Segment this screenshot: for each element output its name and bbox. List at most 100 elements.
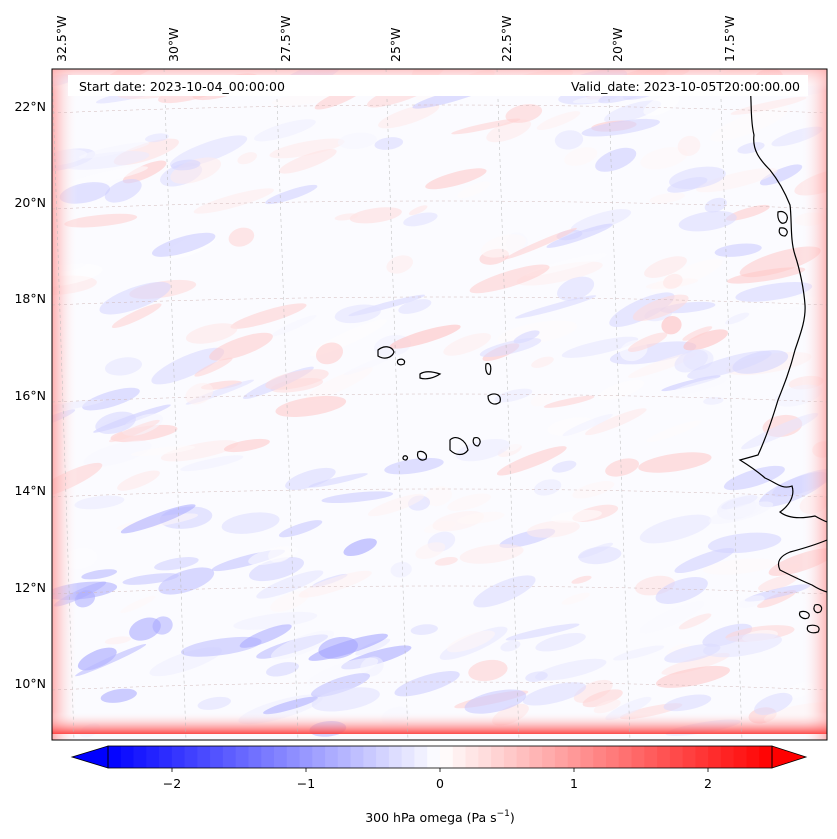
omega-patch: [525, 671, 548, 682]
colorbar-step: [759, 746, 773, 768]
omega-patch: [457, 511, 505, 525]
omega-patch: [415, 542, 446, 559]
omega-patch: [216, 291, 268, 310]
omega-patch: [551, 509, 602, 523]
omega-patch: [99, 281, 171, 315]
omega-patch: [122, 160, 167, 184]
colorbar-step: [210, 746, 224, 768]
omega-patch: [516, 261, 603, 286]
omega-patch: [661, 375, 721, 392]
colorbar-step: [478, 746, 492, 768]
colorbar-step: [631, 746, 645, 768]
omega-patch: [425, 168, 487, 190]
omega-patch: [193, 188, 274, 214]
africa-coastline: [738, 87, 827, 523]
omega-patch: [63, 150, 150, 170]
cbar-tick-label: −2: [163, 776, 181, 791]
omega-patch: [644, 256, 687, 278]
omega-patch: [655, 577, 708, 604]
omega-patch: [674, 547, 735, 574]
bottom-boundary-band: [52, 712, 827, 734]
omega-patch: [585, 408, 647, 436]
omega-patch: [398, 299, 432, 314]
omega-patch: [78, 142, 150, 159]
lat-label-12n: 12°N: [14, 580, 46, 595]
colorbar-extend-low: [70, 745, 109, 769]
omega-patch: [710, 106, 789, 142]
omega-patch: [632, 294, 689, 322]
colorbar-step: [120, 746, 135, 768]
omega-patch: [703, 558, 776, 575]
omega-patch: [334, 304, 381, 324]
colorbar-extend-high: [771, 745, 808, 769]
omega-patch: [270, 630, 335, 660]
omega-patch: [318, 636, 358, 659]
colorbar-step: [682, 746, 696, 768]
omega-patch: [154, 557, 199, 571]
omega-patch: [581, 118, 660, 137]
omega-patch: [459, 544, 524, 564]
island-maio: [472, 437, 481, 447]
omega-patch: [271, 315, 317, 337]
omega-patch: [307, 657, 379, 687]
omega-patch: [562, 413, 613, 437]
colorbar-step: [542, 746, 556, 768]
omega-patch: [228, 227, 255, 247]
omega-patch: [424, 486, 453, 507]
omega-patch: [526, 520, 580, 538]
omega-patch: [170, 159, 201, 171]
omega-patch: [663, 273, 683, 289]
island-sao-nicolau: [419, 371, 442, 380]
omega-patch: [384, 457, 444, 475]
lat-label-14n: 14°N: [14, 483, 46, 498]
colorbar: −2 −1 0 1 2 300 hPa omega (Pa s−1): [70, 745, 808, 825]
colorbar-step: [593, 746, 607, 768]
omega-patch: [687, 350, 772, 379]
island-santo-antao: [377, 346, 395, 359]
omega-patch: [75, 643, 147, 677]
colorbar-step: [567, 746, 582, 768]
omega-patch: [534, 658, 607, 681]
colorbar-step: [427, 746, 441, 768]
omega-patch: [239, 624, 292, 648]
omega-patch: [682, 326, 713, 341]
omega-patch: [185, 382, 214, 405]
omega-patch: [595, 147, 637, 172]
coastlines: [377, 87, 827, 634]
omega-patch: [129, 617, 161, 641]
colorbar-label-superscript: −1: [497, 809, 510, 819]
omega-patch: [390, 561, 412, 578]
omega-patch: [265, 184, 318, 205]
omega-patch: [298, 570, 372, 598]
omega-patch: [669, 166, 726, 190]
omega-patch: [530, 393, 552, 407]
parallel-line: [52, 488, 827, 498]
latitude-labels: 22°N 20°N 18°N 16°N 14°N 12°N 10°N: [14, 99, 46, 691]
omega-patch: [378, 103, 440, 129]
colorbar-step: [184, 746, 198, 768]
cbar-tick-label: −1: [297, 776, 315, 791]
omega-patch: [564, 147, 598, 166]
omega-patch: [74, 495, 125, 510]
omega-patch: [104, 636, 131, 645]
lon-label-17.5w: 17.5°W: [722, 16, 737, 62]
omega-patch: [95, 411, 136, 434]
omega-patch: [256, 570, 324, 599]
colorbar-step: [363, 746, 377, 768]
omega-field: Start date: 2023-10-04_00:00:00 Valid_da…: [52, 69, 827, 740]
colorbar-step: [708, 746, 722, 768]
omega-patch: [343, 538, 377, 557]
omega-patch: [661, 315, 682, 335]
omega-patch: [160, 440, 239, 462]
omega-patch: [223, 438, 270, 453]
omega-patch: [741, 412, 819, 450]
omega-patch: [120, 504, 196, 534]
colorbar-step: [554, 746, 569, 768]
colorbar-step: [644, 746, 658, 768]
omega-patch: [703, 633, 782, 658]
omega-patch: [578, 546, 622, 565]
colorbar-step: [133, 746, 147, 768]
omega-patch: [230, 303, 307, 329]
start-date-label: Start date: 2023-10-04_00:00:00: [79, 79, 285, 94]
omega-patch: [738, 595, 765, 609]
